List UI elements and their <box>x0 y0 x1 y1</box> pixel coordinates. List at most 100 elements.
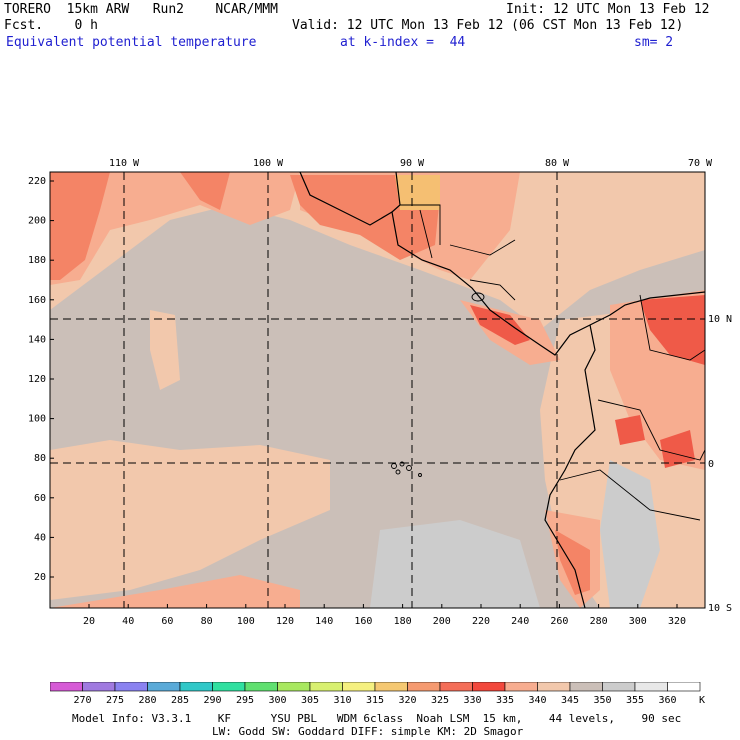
x-tick-label: 60 <box>161 616 173 627</box>
legend-swatch <box>212 682 246 692</box>
x-tick-label: 40 <box>122 616 134 627</box>
y-tick-label: 80 <box>34 453 46 464</box>
x-tick-label: 140 <box>315 616 333 627</box>
border-colombia-ecuador <box>597 399 705 461</box>
y-tick-label: 100 <box>28 414 46 425</box>
x-tick-label: 260 <box>550 616 568 627</box>
x-tick-label: 280 <box>590 616 608 627</box>
warm-patch-northwest <box>50 172 300 285</box>
border-colombia-venezuela <box>639 294 705 361</box>
y-tick-label: 120 <box>28 374 46 385</box>
legend-value: 290 <box>203 695 221 704</box>
lake-nicaragua <box>471 292 485 302</box>
legend-swatch <box>244 682 278 692</box>
hot-spot-peru <box>555 530 590 595</box>
legend-swatch <box>634 682 668 692</box>
legend-swatch <box>147 682 181 692</box>
cool-patch-andes <box>600 460 660 608</box>
legend-swatch <box>569 682 603 692</box>
legend-value: 285 <box>171 695 189 704</box>
lat-label-10s: 10 S <box>708 603 732 614</box>
legend-swatch <box>114 682 148 692</box>
legend-swatch <box>50 682 83 692</box>
x-tick-label: 160 <box>354 616 372 627</box>
x-tick-label: 300 <box>629 616 647 627</box>
x-tick-label: 20 <box>83 616 95 627</box>
legend-swatch <box>602 682 636 692</box>
legend-value: 295 <box>236 695 254 704</box>
borders-central-america <box>400 204 516 301</box>
smoothing-value: sm= 2 <box>634 35 674 50</box>
hot-spot-yucatan <box>395 175 440 210</box>
y-tick-label: 160 <box>28 295 46 306</box>
legend-value: 320 <box>398 695 416 704</box>
graticule <box>50 172 705 608</box>
legend-swatch <box>537 682 571 692</box>
legend-value: 275 <box>106 695 124 704</box>
legend-value: 360 <box>658 695 676 704</box>
model-title: TORERO 15km ARW Run2 NCAR/MMM <box>4 2 278 17</box>
coastline-south-america <box>544 324 596 608</box>
galapagos-islands <box>391 461 422 477</box>
legend-swatch <box>342 682 376 692</box>
y-tick-label: 180 <box>28 255 46 266</box>
hot-spot-ecuador-east <box>660 430 695 468</box>
x-tick-label: 120 <box>276 616 294 627</box>
field-name: Equivalent potential temperature <box>6 35 257 50</box>
y-tick-label: 20 <box>34 572 46 583</box>
legend-value: 300 <box>268 695 286 704</box>
y-tick-label: 200 <box>28 216 46 227</box>
x-tick-label: 220 <box>472 616 490 627</box>
coastline-mexico <box>299 172 393 226</box>
legend-swatch <box>407 682 441 692</box>
x-tick-label: 200 <box>433 616 451 627</box>
warm-streak-west <box>150 310 180 390</box>
valid-time: Valid: 12 UTC Mon 13 Feb 12 (06 CST Mon … <box>292 18 684 33</box>
hot-spot-costa-rica <box>470 305 530 345</box>
hot-spot-venezuela <box>640 295 705 365</box>
legend-value: 355 <box>626 695 644 704</box>
legend-value: 330 <box>463 695 481 704</box>
x-tick-label: 100 <box>237 616 255 627</box>
warm-region-southwest <box>50 440 330 600</box>
legend-value: 315 <box>366 695 384 704</box>
map-frame <box>49 171 706 609</box>
x-tick-label: 180 <box>394 616 412 627</box>
legend-swatch <box>82 682 116 692</box>
y-tick-label: 140 <box>28 334 46 345</box>
hot-spot-colombia-south <box>615 415 645 445</box>
legend-value: 280 <box>138 695 156 704</box>
init-time: Init: 12 UTC Mon 13 Feb 12 <box>506 2 710 17</box>
theta-e-field <box>50 172 705 608</box>
legend-value: 325 <box>431 695 449 704</box>
legend-swatch <box>309 682 343 692</box>
weather-map: 110 W 100 W 90 W 80 W 70 W 10 N 0 10 S 2… <box>28 158 732 627</box>
x-tick-label: 240 <box>511 616 529 627</box>
legend-swatch <box>472 682 506 692</box>
lon-label-100w: 100 W <box>253 158 284 169</box>
lat-label-0: 0 <box>708 459 714 470</box>
legend-swatch <box>504 682 538 692</box>
warm-band-south <box>50 575 300 608</box>
coastline-central-america <box>391 172 705 356</box>
legend-swatch <box>179 682 213 692</box>
model-physics: LW: Godd SW: Goddard DIFF: simple KM: 2D… <box>212 725 524 738</box>
legend-swatch <box>439 682 473 692</box>
lon-label-80w: 80 W <box>545 158 570 169</box>
model-info: Model Info: V3.3.1 KF YSU PBL WDM 6class… <box>72 712 682 725</box>
legend-value: 270 <box>73 695 91 704</box>
y-tick-label: 220 <box>28 176 46 187</box>
x-tick-label: 80 <box>201 616 213 627</box>
legend-swatch <box>667 682 701 692</box>
legend-swatch <box>374 682 408 692</box>
lon-label-110w: 110 W <box>109 158 140 169</box>
warm-region-north <box>50 172 705 330</box>
y-tick-label: 40 <box>34 532 46 543</box>
legend-value: 350 <box>593 695 611 704</box>
forecast-hour: Fcst. 0 h <box>4 18 98 33</box>
legend-swatch <box>277 682 311 692</box>
lon-label-70w: 70 W <box>688 158 713 169</box>
lon-label-90w: 90 W <box>400 158 425 169</box>
legend-value: 305 <box>301 695 319 704</box>
legend-value: 345 <box>561 695 579 704</box>
